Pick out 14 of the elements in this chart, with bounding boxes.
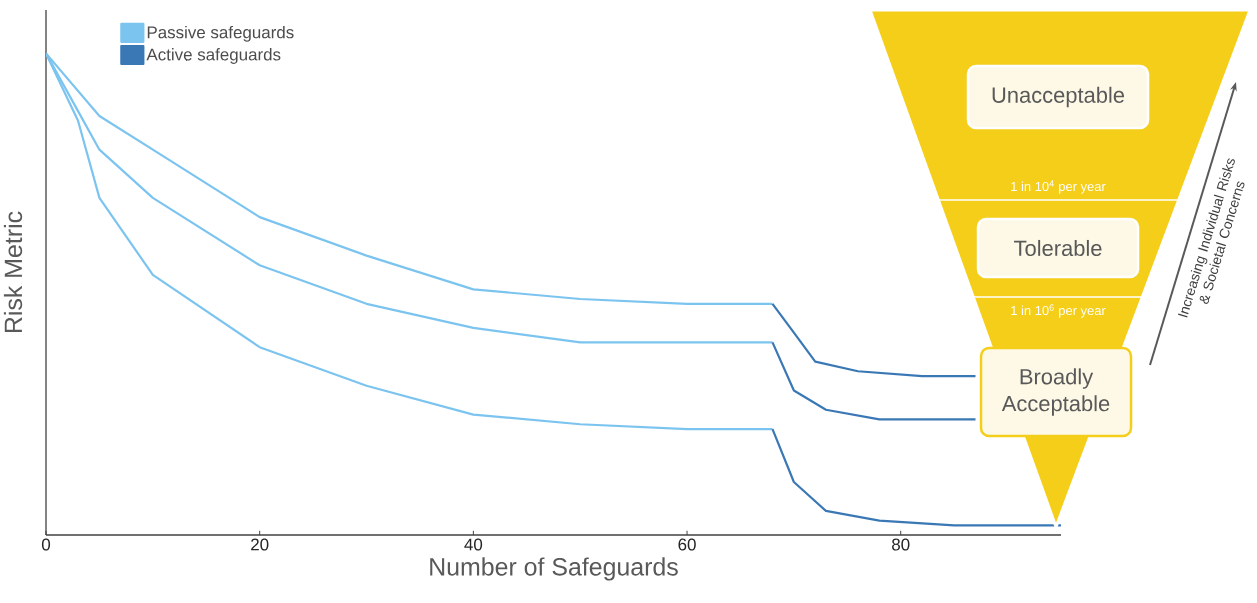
y-axis-title: Risk Metric bbox=[3, 211, 23, 333]
x-tick-label: 20 bbox=[251, 538, 269, 551]
x-tick-label: 60 bbox=[678, 538, 696, 551]
x-tick-label: 80 bbox=[892, 538, 910, 551]
annotation: 1 in 10$^{4}$ per year bbox=[1011, 180, 1106, 194]
legend-label: Active safeguards bbox=[146, 48, 281, 64]
annotation: Tolerable bbox=[1014, 239, 1102, 257]
annotation: Broadly Acceptable bbox=[1001, 368, 1110, 416]
annotation: 1 in 10$^{6}$ per year bbox=[1011, 304, 1106, 318]
legend-label: Passive safeguards bbox=[147, 25, 294, 42]
x-axis-title: Number of Safeguards bbox=[430, 557, 678, 581]
x-tick-label: 40 bbox=[464, 538, 483, 551]
x-tick-label: 0 bbox=[41, 538, 51, 551]
annotation: Unacceptable bbox=[992, 86, 1125, 108]
